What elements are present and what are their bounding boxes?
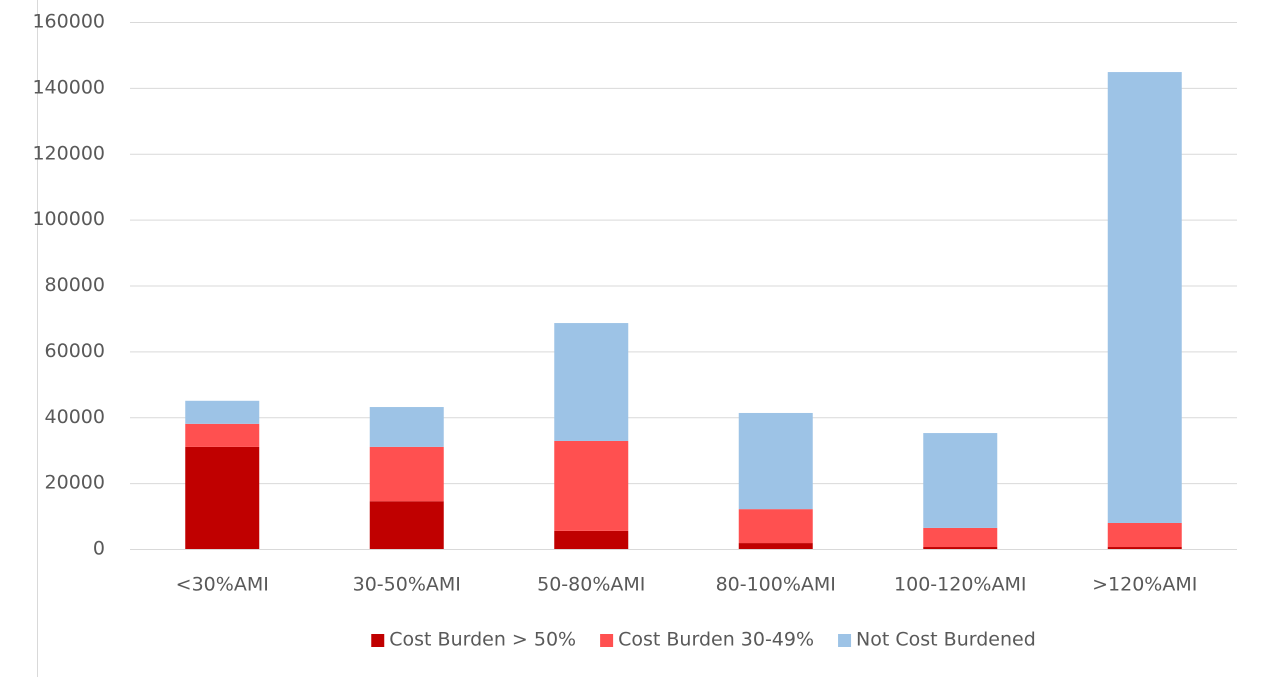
legend-swatch — [371, 634, 385, 647]
y-tick-label: 40000 — [45, 406, 105, 428]
x-tick-label: >120%AMI — [1092, 574, 1197, 596]
legend-label: Cost Burden 30-49% — [618, 629, 814, 651]
bar-segment — [369, 446, 444, 502]
bar-segment — [185, 446, 260, 549]
y-tick-label: 100000 — [32, 208, 105, 230]
x-tick-label: 100-120%AMI — [894, 574, 1026, 596]
y-tick-label: 60000 — [45, 340, 105, 362]
bar-segment — [1107, 547, 1182, 549]
x-tick-label: 50-80%AMI — [537, 574, 645, 596]
bar-segment — [738, 412, 813, 510]
y-tick-label: 160000 — [32, 11, 105, 33]
bar-segment — [185, 400, 260, 424]
y-tick-label: 80000 — [45, 274, 105, 296]
bar-segment — [923, 433, 998, 528]
bar-segment — [923, 547, 998, 549]
y-tick-label: 20000 — [45, 472, 105, 494]
x-tick-label: 80-100%AMI — [716, 574, 836, 596]
bar-segment — [738, 543, 813, 549]
bar-segment — [369, 501, 444, 549]
x-tick-label: 30-50%AMI — [353, 574, 461, 596]
bar-segment — [369, 407, 444, 447]
bar-segment — [554, 440, 629, 531]
bar-segment — [738, 509, 813, 544]
x-tick-label: <30%AMI — [176, 574, 269, 596]
bar-segment — [923, 527, 998, 548]
legend-label: Not Cost Burdened — [856, 629, 1036, 651]
legend-swatch — [600, 634, 614, 647]
bar-segment — [1107, 72, 1182, 523]
y-tick-label: 0 — [93, 538, 105, 560]
bar-segment — [554, 530, 629, 549]
legend-label: Cost Burden > 50% — [389, 629, 576, 651]
y-tick-label: 140000 — [32, 76, 105, 98]
bar-segment — [185, 423, 260, 447]
bar-segment — [554, 323, 629, 441]
legend-swatch — [838, 634, 852, 647]
bar-segment — [1107, 522, 1182, 548]
y-tick-label: 120000 — [32, 142, 105, 164]
